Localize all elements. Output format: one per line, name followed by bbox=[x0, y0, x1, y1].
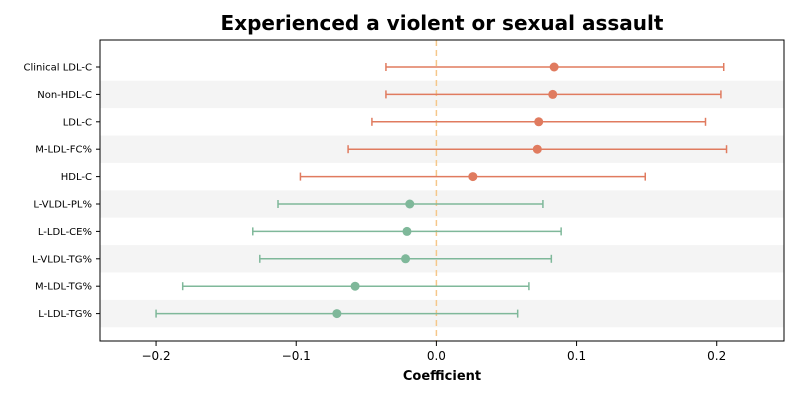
y-tick-label: M-LDL-TG% bbox=[35, 282, 92, 293]
y-axis-ticks: Clinical LDL-C Non-HDL-C LDL-C M-LDL-FC% HDL… bbox=[24, 63, 100, 320]
axes-frame bbox=[99, 39, 785, 342]
y-tick-label: L-VLDL-TG% bbox=[32, 254, 92, 265]
point-estimate bbox=[350, 281, 360, 291]
x-tick-label: −0.1 bbox=[282, 349, 311, 363]
y-tick-label: L-VLDL-PL% bbox=[33, 200, 92, 211]
point-estimate bbox=[332, 309, 342, 319]
point-estimate bbox=[405, 199, 415, 209]
x-tick-label: 0.2 bbox=[707, 349, 726, 363]
x-tick-label: 0.0 bbox=[427, 349, 446, 363]
x-axis-ticks: −0.2 −0.1 0.0 0.1 0.2 bbox=[141, 341, 726, 363]
point-estimate bbox=[532, 144, 542, 154]
data-marks bbox=[155, 62, 728, 319]
y-tick-label: L-LDL-CE% bbox=[38, 227, 92, 238]
x-tick-label: −0.2 bbox=[141, 349, 170, 363]
y-tick-label: HDL-C bbox=[61, 172, 92, 183]
chart-title: Experienced a violent or sexual assault bbox=[221, 11, 664, 35]
point-estimate bbox=[468, 172, 478, 182]
y-tick-label: LDL-C bbox=[63, 117, 92, 128]
point-estimate bbox=[549, 62, 559, 72]
x-axis-label: Coefficient bbox=[403, 369, 481, 384]
point-estimate bbox=[401, 254, 411, 264]
point-estimate bbox=[402, 226, 412, 236]
point-estimate bbox=[534, 117, 544, 127]
x-tick-label: 0.1 bbox=[567, 349, 586, 363]
y-tick-label: L-LDL-TG% bbox=[38, 309, 92, 320]
y-tick-label: Clinical LDL-C bbox=[24, 63, 93, 74]
y-tick-label: Non-HDL-C bbox=[37, 90, 92, 101]
y-tick-label: M-LDL-FC% bbox=[35, 145, 92, 156]
point-estimate bbox=[548, 89, 558, 99]
